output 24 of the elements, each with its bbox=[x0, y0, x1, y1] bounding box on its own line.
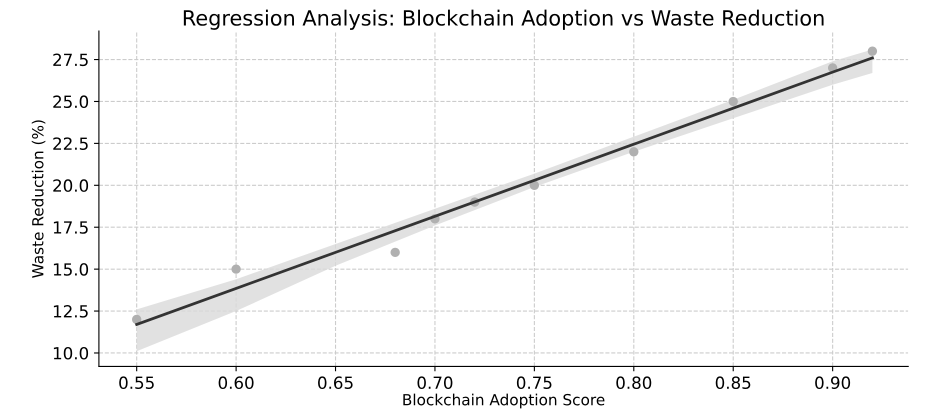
x-axis-title: Blockchain Adoption Score bbox=[403, 394, 604, 408]
y-tick-label: 20.0 bbox=[53, 179, 88, 192]
x-tick-label: 0.75 bbox=[516, 376, 552, 390]
y-axis-title: Waste Reduction (%) bbox=[32, 120, 46, 278]
y-tick-label: 12.5 bbox=[54, 305, 88, 318]
x-tick-label: 0.90 bbox=[815, 376, 850, 390]
y-tick-label: 10.0 bbox=[54, 346, 88, 360]
x-tick-label: 0.60 bbox=[218, 376, 254, 390]
x-tick-label: 0.80 bbox=[616, 376, 652, 390]
y-tick-label: 15.0 bbox=[54, 263, 88, 276]
x-tick-label: 0.70 bbox=[417, 376, 452, 390]
point bbox=[390, 248, 400, 258]
point bbox=[231, 264, 241, 274]
y-tick-label: 22.5 bbox=[53, 137, 88, 150]
point bbox=[868, 46, 878, 56]
y-tick-label: 17.5 bbox=[54, 221, 88, 234]
point bbox=[629, 147, 638, 156]
x-tick-label: 0.85 bbox=[716, 376, 750, 390]
x-tick-label: 0.55 bbox=[119, 376, 154, 390]
x-tick-label: 0.65 bbox=[318, 376, 353, 390]
point bbox=[728, 96, 738, 106]
y-tick-label: 25.0 bbox=[53, 95, 88, 108]
chart-title: Regression Analysis: Blockchain Adoption vs Waste Reduction bbox=[184, 10, 824, 30]
y-tick-label: 27.5 bbox=[53, 54, 88, 66]
